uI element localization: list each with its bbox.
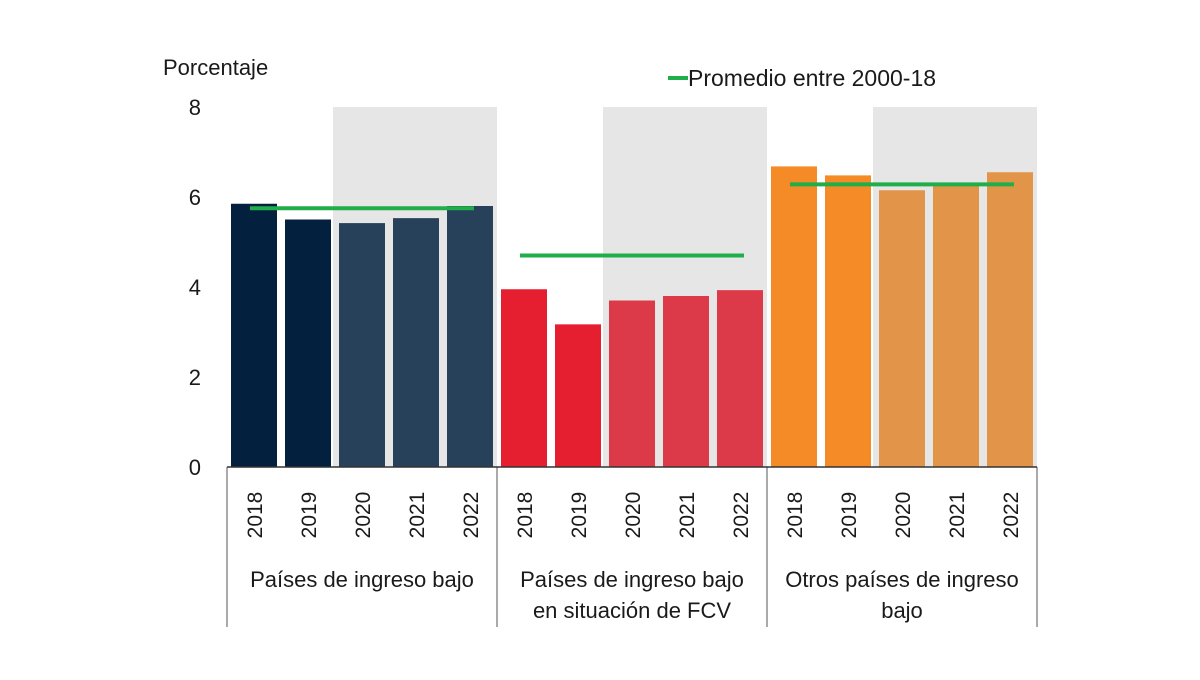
bar-3-2019: [825, 175, 871, 467]
x-tick-label: 2020: [892, 492, 915, 539]
axes-layer: [226, 466, 1038, 627]
legend-label: Promedio entre 2000-18: [688, 65, 936, 91]
y-tick-label: 0: [189, 455, 201, 480]
legend: Promedio entre 2000-18: [668, 65, 936, 91]
bar-2-2020: [609, 300, 655, 467]
x-tick-label: 2020: [622, 492, 645, 539]
bar-2-2018: [501, 289, 547, 467]
bar-3-2022: [987, 172, 1033, 467]
x-tick-label: 2021: [676, 492, 699, 539]
x-tick-label: 2021: [946, 492, 969, 539]
group-label-3: Otros países de ingreso: [785, 567, 1019, 592]
bar-3-2021: [933, 184, 979, 467]
group-label-2: en situación de FCV: [533, 598, 731, 623]
bar-2-2022: [717, 290, 763, 467]
bar-3-2020: [879, 190, 925, 467]
bar-3-2018: [771, 166, 817, 467]
bar-1-2018: [231, 203, 277, 467]
bars-layer: [231, 166, 1033, 467]
y-tick-label: 2: [189, 365, 201, 390]
group-label-3: bajo: [881, 598, 923, 623]
y-tick-label: 8: [189, 95, 201, 120]
x-tick-label: 2022: [1000, 492, 1023, 539]
bar-1-2022: [447, 206, 493, 467]
bar-1-2019: [285, 219, 331, 467]
x-tick-label: 2022: [730, 492, 753, 539]
bar-2-2021: [663, 296, 709, 467]
bar-1-2020: [339, 223, 385, 467]
bar-1-2021: [393, 218, 439, 467]
x-tick-label: 2021: [406, 492, 429, 539]
x-tick-label: 2019: [568, 492, 591, 539]
x-tick-label: 2019: [838, 492, 861, 539]
y-tick-label: 4: [189, 275, 201, 300]
average-lines-layer: [250, 182, 1014, 258]
x-tick-label: 2022: [460, 492, 483, 539]
x-tick-label: 2018: [244, 492, 267, 539]
x-tick-label: 2019: [298, 492, 321, 539]
x-tick-label: 2018: [784, 492, 807, 539]
group-label-2: Países de ingreso bajo: [520, 567, 744, 592]
bar-2-2019: [555, 324, 601, 467]
x-tick-label: 2020: [352, 492, 375, 539]
group-label-1: Países de ingreso bajo: [250, 567, 474, 592]
labels-layer: 2018 2019 2020 2021 2022 Países de ingreso ba…: [189, 95, 1023, 623]
y-tick-label: 6: [189, 185, 201, 210]
x-tick-label: 2018: [514, 492, 537, 539]
y-axis-title: Porcentaje: [163, 55, 268, 80]
